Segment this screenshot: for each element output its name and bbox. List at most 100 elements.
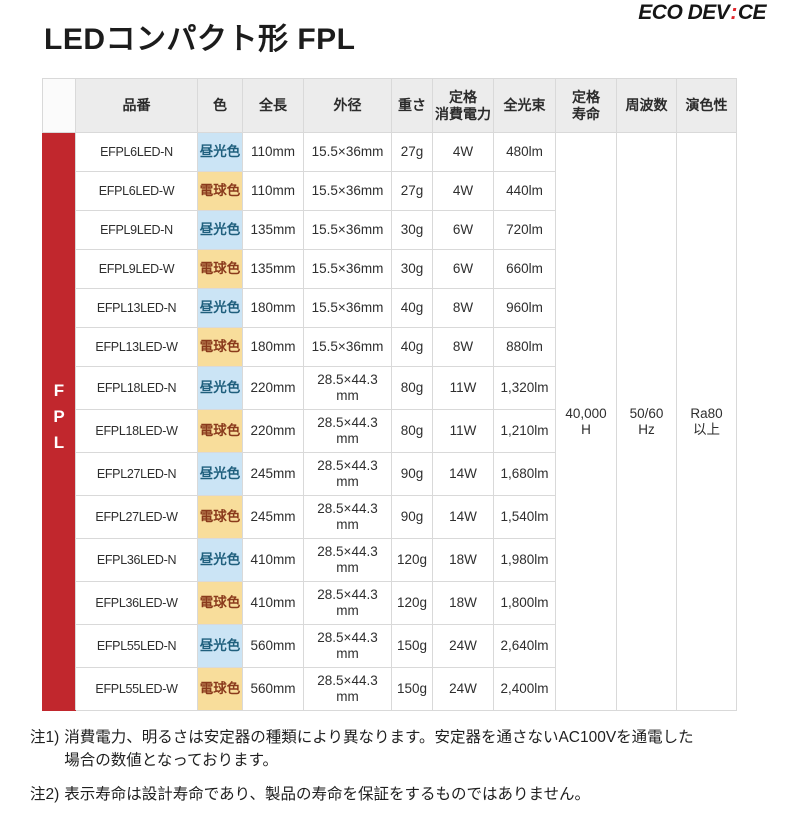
length-cell: 220mm bbox=[242, 366, 304, 410]
length-cell: 245mm bbox=[242, 452, 304, 496]
model-cell: EFPL36LED-N bbox=[75, 538, 198, 582]
table-row: EFPL36LED-W 電球色 410mm 28.5×44.3 mm 120g … bbox=[43, 581, 737, 625]
header-frequency: 周波数 bbox=[616, 78, 677, 133]
power-cell: 8W bbox=[432, 288, 494, 328]
header-weight: 重さ bbox=[391, 78, 433, 133]
model-cell: EFPL13LED-N bbox=[75, 288, 198, 328]
weight-cell: 80g bbox=[391, 366, 433, 410]
color-cell: 昼光色 bbox=[197, 210, 243, 250]
length-cell: 410mm bbox=[242, 581, 304, 625]
footnotes: 注1) 消費電力、明るさは安定器の種類により異なります。安定器を通さないAC10… bbox=[30, 726, 778, 816]
flux-cell: 1,210lm bbox=[493, 409, 556, 453]
header-color: 色 bbox=[197, 78, 243, 133]
diameter-cell: 28.5×44.3 mm bbox=[303, 409, 392, 453]
power-cell: 4W bbox=[432, 171, 494, 211]
flux-cell: 1,800lm bbox=[493, 581, 556, 625]
frequency-cell: 50/60 Hz bbox=[616, 132, 677, 711]
table-row: EFPL9LED-N 昼光色 135mm 15.5×36mm 30g 6W 72… bbox=[43, 210, 737, 250]
logo-text-left: ECO DEV bbox=[638, 1, 730, 24]
footnote-2-label: 注2) bbox=[30, 785, 60, 803]
color-cell: 電球色 bbox=[197, 667, 243, 711]
diameter-cell: 15.5×36mm bbox=[303, 249, 392, 289]
length-cell: 560mm bbox=[242, 624, 304, 668]
header-model: 品番 bbox=[75, 78, 198, 133]
group-band: FPL bbox=[42, 132, 76, 711]
weight-cell: 120g bbox=[391, 581, 433, 625]
model-cell: EFPL9LED-W bbox=[75, 249, 198, 289]
model-cell: EFPL18LED-W bbox=[75, 409, 198, 453]
model-cell: EFPL36LED-W bbox=[75, 581, 198, 625]
table-row: EFPL18LED-W 電球色 220mm 28.5×44.3 mm 80g 1… bbox=[43, 409, 737, 453]
color-cell: 電球色 bbox=[197, 581, 243, 625]
weight-cell: 90g bbox=[391, 495, 433, 539]
table-row: EFPL36LED-N 昼光色 410mm 28.5×44.3 mm 120g … bbox=[43, 538, 737, 582]
color-cell: 電球色 bbox=[197, 409, 243, 453]
flux-cell: 720lm bbox=[493, 210, 556, 250]
power-cell: 14W bbox=[432, 495, 494, 539]
color-cell: 昼光色 bbox=[197, 288, 243, 328]
flux-cell: 660lm bbox=[493, 249, 556, 289]
power-cell: 18W bbox=[432, 538, 494, 582]
power-cell: 24W bbox=[432, 667, 494, 711]
weight-cell: 150g bbox=[391, 624, 433, 668]
weight-cell: 120g bbox=[391, 538, 433, 582]
power-cell: 6W bbox=[432, 249, 494, 289]
header-lifetime: 定格 寿命 bbox=[555, 78, 617, 133]
length-cell: 135mm bbox=[242, 249, 304, 289]
header-stub bbox=[42, 78, 76, 133]
diameter-cell: 15.5×36mm bbox=[303, 327, 392, 367]
color-cell: 電球色 bbox=[197, 171, 243, 211]
color-cell: 昼光色 bbox=[197, 538, 243, 582]
length-cell: 220mm bbox=[242, 409, 304, 453]
model-cell: EFPL6LED-W bbox=[75, 171, 198, 211]
flux-cell: 440lm bbox=[493, 171, 556, 211]
footnote-1: 注1) 消費電力、明るさは安定器の種類により異なります。安定器を通さないAC10… bbox=[30, 726, 778, 773]
diameter-cell: 28.5×44.3 mm bbox=[303, 624, 392, 668]
diameter-cell: 28.5×44.3 mm bbox=[303, 581, 392, 625]
weight-cell: 30g bbox=[391, 249, 433, 289]
header-cri: 演色性 bbox=[676, 78, 737, 133]
power-cell: 11W bbox=[432, 366, 494, 410]
weight-cell: 90g bbox=[391, 452, 433, 496]
cri-cell: Ra80 以上 bbox=[676, 132, 737, 711]
flux-cell: 1,680lm bbox=[493, 452, 556, 496]
header-power: 定格 消費電力 bbox=[432, 78, 494, 133]
model-cell: EFPL13LED-W bbox=[75, 327, 198, 367]
diameter-cell: 15.5×36mm bbox=[303, 171, 392, 211]
footnote-1-label: 注1) bbox=[30, 729, 60, 746]
table-row: EFPL13LED-N 昼光色 180mm 15.5×36mm 40g 8W 9… bbox=[43, 288, 737, 328]
lifetime-cell: 40,000 H bbox=[555, 132, 617, 711]
table-row: FPL EFPL6LED-N 昼光色 110mm 15.5×36mm 27g 4… bbox=[42, 132, 737, 711]
weight-cell: 27g bbox=[391, 171, 433, 211]
length-cell: 110mm bbox=[242, 171, 304, 211]
diameter-cell: 15.5×36mm bbox=[303, 132, 392, 172]
diameter-cell: 15.5×36mm bbox=[303, 210, 392, 250]
model-cell: EFPL18LED-N bbox=[75, 366, 198, 410]
model-cell: EFPL55LED-W bbox=[75, 667, 198, 711]
model-cell: EFPL9LED-N bbox=[75, 210, 198, 250]
diameter-cell: 28.5×44.3 mm bbox=[303, 667, 392, 711]
table-row: EFPL27LED-N 昼光色 245mm 28.5×44.3 mm 90g 1… bbox=[43, 452, 737, 496]
weight-cell: 150g bbox=[391, 667, 433, 711]
weight-cell: 80g bbox=[391, 409, 433, 453]
table-row: EFPL55LED-W 電球色 560mm 28.5×44.3 mm 150g … bbox=[43, 667, 737, 711]
table-row: EFPL55LED-N 昼光色 560mm 28.5×44.3 mm 150g … bbox=[43, 624, 737, 668]
power-cell: 24W bbox=[432, 624, 494, 668]
flux-cell: 1,980lm bbox=[493, 538, 556, 582]
header-diameter: 外径 bbox=[303, 78, 392, 133]
table-row: EFPL13LED-W 電球色 180mm 15.5×36mm 40g 8W 8… bbox=[43, 327, 737, 367]
header-flux: 全光束 bbox=[493, 78, 556, 133]
length-cell: 410mm bbox=[242, 538, 304, 582]
power-cell: 11W bbox=[432, 409, 494, 453]
flux-cell: 880lm bbox=[493, 327, 556, 367]
weight-cell: 40g bbox=[391, 288, 433, 328]
flux-cell: 480lm bbox=[493, 132, 556, 172]
weight-cell: 27g bbox=[391, 132, 433, 172]
diameter-cell: 28.5×44.3 mm bbox=[303, 452, 392, 496]
logo-accent-mark: : bbox=[730, 1, 737, 24]
group-label: FPL bbox=[49, 380, 69, 459]
flux-cell: 1,320lm bbox=[493, 366, 556, 410]
flux-cell: 2,400lm bbox=[493, 667, 556, 711]
length-cell: 110mm bbox=[242, 132, 304, 172]
model-cell: EFPL27LED-N bbox=[75, 452, 198, 496]
